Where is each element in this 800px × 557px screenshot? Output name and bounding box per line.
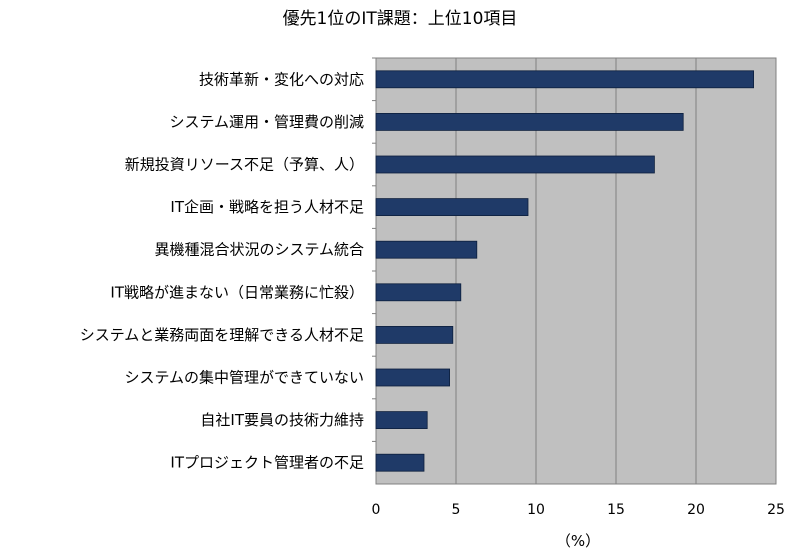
bar xyxy=(375,283,462,302)
category-label: 自社IT要員の技術力維持 xyxy=(200,411,364,429)
bar xyxy=(375,70,755,89)
category-label: IT企画・戦略を担う人材不足 xyxy=(170,198,364,216)
bar xyxy=(375,155,655,174)
category-label: システムと業務両面を理解できる人材不足 xyxy=(80,326,364,344)
category-label: システムの集中管理ができていない xyxy=(124,369,364,387)
x-axis-label: （%） xyxy=(556,532,600,550)
x-tick-labels: 0 5 10 15 20 25 xyxy=(372,502,785,518)
category-label: 新規投資リソース不足（予算、人） xyxy=(125,156,364,174)
bar xyxy=(375,368,450,387)
category-label: ITプロジェクト管理者の不足 xyxy=(170,454,364,472)
category-label: 異機種混合状況のシステム統合 xyxy=(154,241,364,259)
bar xyxy=(375,198,529,217)
x-tick-label: 0 xyxy=(372,502,381,518)
bar xyxy=(375,325,454,344)
x-tick-label: 10 xyxy=(527,502,545,518)
x-tick-label: 5 xyxy=(452,502,461,518)
category-labels: 技術革新・変化への対応システム運用・管理費の削減新規投資リソース不足（予算、人）… xyxy=(80,70,364,471)
bar xyxy=(375,411,428,430)
category-label: システム運用・管理費の削減 xyxy=(169,113,364,131)
chart-title: 優先1位のIT課題：上位10項目 xyxy=(283,9,518,29)
x-tick-label: 25 xyxy=(767,502,785,518)
x-tick-label: 15 xyxy=(607,502,625,518)
bar xyxy=(375,240,478,259)
bar xyxy=(375,453,425,472)
bar xyxy=(375,113,684,131)
bars xyxy=(372,57,755,472)
x-tick-label: 20 xyxy=(687,502,705,518)
category-label: 技術革新・変化への対応 xyxy=(199,70,364,88)
category-label: IT戦略が進まない（日常業務に忙殺） xyxy=(110,283,364,301)
